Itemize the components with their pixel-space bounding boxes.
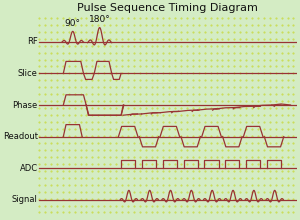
Text: Slice: Slice — [18, 69, 38, 78]
Text: ADC: ADC — [20, 164, 38, 173]
Text: 180°: 180° — [89, 15, 110, 24]
Text: RF: RF — [27, 37, 38, 46]
Text: Phase: Phase — [13, 101, 38, 110]
Title: Pulse Sequence Timing Diagram: Pulse Sequence Timing Diagram — [77, 3, 258, 13]
Text: 90°: 90° — [65, 19, 81, 28]
Text: Readout: Readout — [3, 132, 38, 141]
Text: Signal: Signal — [12, 195, 38, 204]
